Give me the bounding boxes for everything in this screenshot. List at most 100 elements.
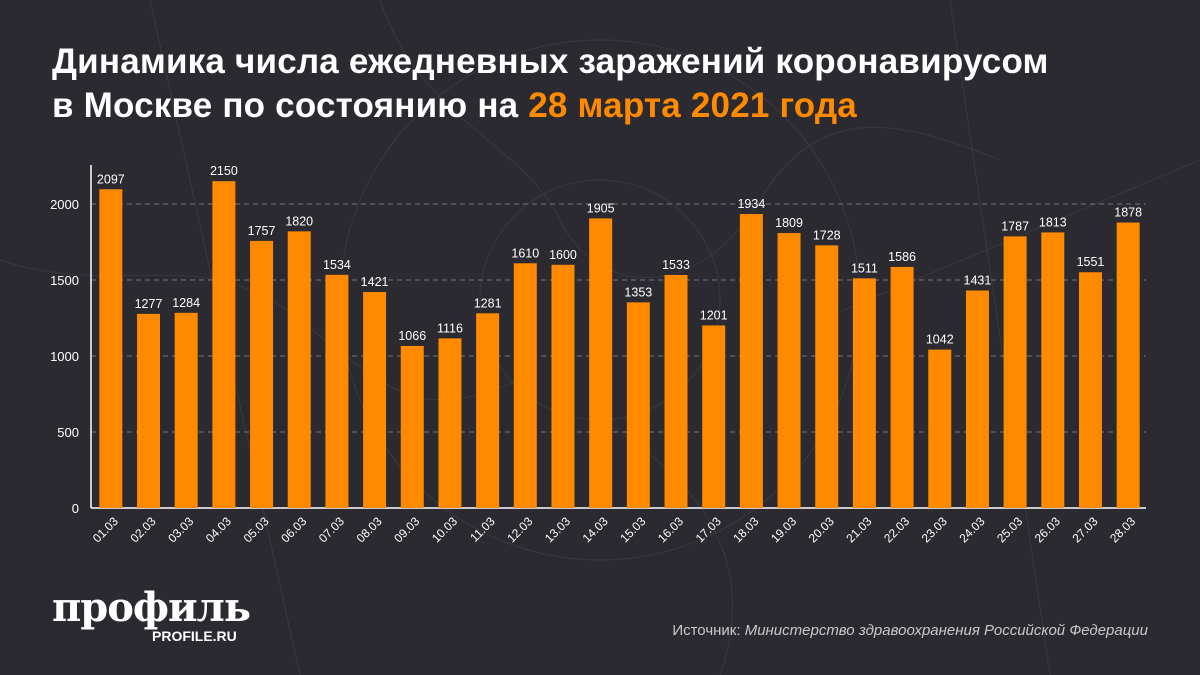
y-tick-label: 1500	[50, 273, 79, 288]
data-label: 1813	[1039, 215, 1067, 229]
bar	[400, 345, 424, 508]
x-tick-label: 22.03	[881, 514, 912, 545]
logo-url: PROFILE.RU	[152, 628, 237, 644]
data-label: 1431	[964, 273, 992, 287]
x-tick-label: 14.03	[580, 514, 611, 545]
x-tick-label: 12.03	[504, 514, 535, 545]
source-label: Источник:	[672, 622, 745, 639]
data-label: 1878	[1114, 206, 1142, 220]
bar	[137, 313, 161, 508]
data-label: 1586	[888, 250, 916, 264]
bar	[1116, 222, 1140, 508]
bar	[852, 278, 876, 508]
bar	[363, 292, 387, 508]
data-label: 1934	[737, 197, 765, 211]
bar	[664, 274, 688, 508]
data-label: 1820	[285, 214, 313, 228]
bar	[174, 312, 198, 508]
data-label: 1787	[1001, 219, 1029, 233]
bar	[815, 245, 839, 508]
logo-word: профиль	[52, 584, 251, 631]
title-line-1: Динамика числа ежедневных заражений коро…	[52, 42, 1049, 81]
x-tick-label: 05.03	[241, 514, 272, 545]
bar	[438, 338, 462, 508]
data-label: 1809	[775, 216, 803, 230]
bar	[287, 231, 311, 509]
x-tick-label: 18.03	[730, 514, 761, 545]
bar	[476, 313, 500, 508]
x-tick-label: 06.03	[278, 514, 309, 545]
title-prefix: в Москве по состоянию на	[52, 86, 529, 125]
data-label: 1277	[135, 297, 163, 311]
bar	[250, 240, 274, 508]
x-tick-label: 08.03	[354, 514, 385, 545]
data-label: 1421	[361, 275, 389, 289]
data-label: 1610	[511, 246, 539, 260]
x-tick-label: 28.03	[1107, 514, 1138, 545]
x-tick-label: 09.03	[391, 514, 422, 545]
data-label: 1353	[624, 285, 652, 299]
bar	[1078, 272, 1102, 508]
data-label: 1757	[248, 224, 276, 238]
bar	[212, 181, 236, 508]
data-label: 1534	[323, 258, 351, 272]
bar	[626, 302, 650, 508]
bar	[589, 218, 613, 508]
data-label: 2097	[97, 172, 125, 186]
data-label: 1551	[1077, 255, 1105, 269]
bar	[325, 274, 349, 508]
data-label: 1281	[474, 296, 502, 310]
bar	[1003, 236, 1027, 508]
bar	[1041, 232, 1065, 508]
source-value: Министерство здравоохранения Российской …	[744, 622, 1148, 639]
bar	[965, 290, 989, 508]
x-tick-label: 23.03	[919, 514, 950, 545]
x-tick-label: 27.03	[1069, 514, 1100, 545]
source-note: Источник: Министерство здравоохранения Р…	[672, 622, 1148, 639]
x-tick-label: 07.03	[316, 514, 347, 545]
bar	[702, 325, 726, 508]
data-label: 2150	[210, 164, 238, 178]
title-date: 28 марта 2021 года	[528, 86, 857, 125]
x-tick-label: 01.03	[90, 514, 121, 545]
x-tick-label: 25.03	[994, 514, 1025, 545]
x-tick-label: 21.03	[843, 514, 874, 545]
x-tick-label: 26.03	[1032, 514, 1063, 545]
x-tick-label: 11.03	[467, 514, 498, 545]
bar	[99, 189, 123, 509]
x-tick-label: 16.03	[655, 514, 686, 545]
x-tick-label: 19.03	[768, 514, 799, 545]
bar	[890, 266, 914, 508]
data-label: 1201	[700, 308, 728, 322]
x-tick-label: 17.03	[693, 514, 724, 545]
bar	[739, 214, 763, 509]
x-tick-label: 04.03	[203, 514, 234, 545]
x-tick-label: 02.03	[128, 514, 159, 545]
y-tick-label: 0	[72, 501, 79, 516]
x-tick-label: 03.03	[165, 514, 196, 545]
x-tick-label: 15.03	[617, 514, 648, 545]
chart-title: Динамика числа ежедневных заражений коро…	[52, 40, 1049, 128]
profile-logo: профиль PROFILE.RU	[52, 584, 251, 645]
data-label: 1116	[437, 321, 463, 335]
title-line-2: в Москве по состоянию на 28 марта 2021 г…	[52, 84, 1049, 128]
y-tick-label: 2000	[50, 197, 79, 212]
data-label: 1905	[587, 201, 615, 215]
data-label: 1042	[926, 333, 954, 347]
bar	[513, 263, 537, 508]
data-label: 1600	[549, 248, 577, 262]
y-tick-label: 1000	[50, 349, 79, 364]
data-label: 1728	[813, 228, 841, 242]
data-label: 1533	[662, 258, 690, 272]
bar	[777, 233, 801, 509]
x-tick-label: 20.03	[806, 514, 837, 545]
x-tick-label: 24.03	[956, 514, 987, 545]
bar	[551, 264, 575, 508]
data-label: 1066	[398, 329, 426, 343]
x-tick-label: 10.03	[429, 514, 460, 545]
data-label: 1284	[172, 296, 200, 310]
x-tick-label: 13.03	[542, 514, 573, 545]
data-label: 1511	[851, 261, 878, 275]
y-tick-label: 500	[57, 425, 79, 440]
